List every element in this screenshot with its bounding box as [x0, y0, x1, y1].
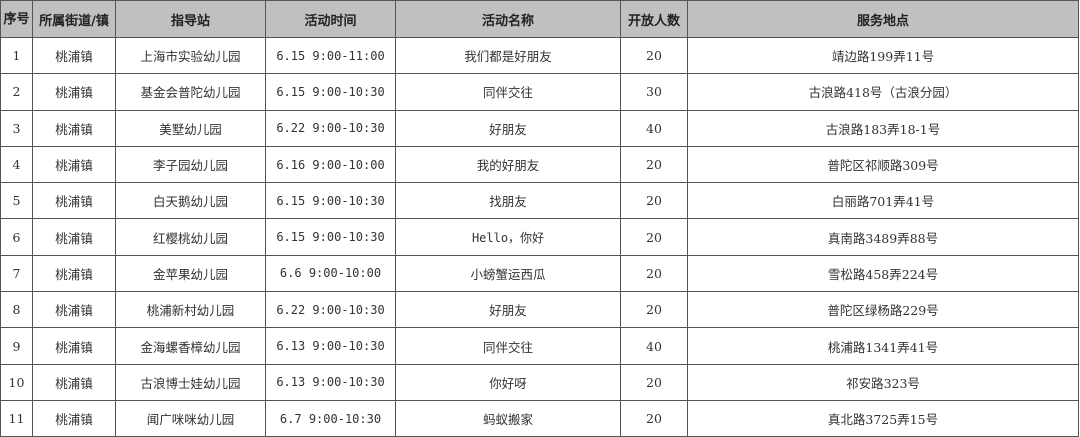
cell-street: 桃浦镇: [32, 145, 116, 184]
cell-time: 6.6 9:00-10:00: [265, 254, 396, 293]
header-location: 服务地点: [687, 0, 1079, 38]
cell-activity: 蚂蚁搬家: [395, 399, 621, 437]
cell-location: 雪松路458弄224号: [687, 254, 1079, 293]
cell-location: 白丽路701弄41号: [687, 182, 1079, 220]
cell-station: 李子园幼儿园: [115, 145, 266, 184]
header-street: 所属街道/镇: [32, 0, 116, 38]
cell-activity: 我们都是好朋友: [395, 36, 621, 75]
cell-street: 桃浦镇: [32, 291, 116, 329]
table-row: 9 桃浦镇 金海螺香樟幼儿园 6.13 9:00-10:30 同伴交往 40 桃浦路1341…: [0, 327, 1079, 365]
table-row: 7 桃浦镇 金苹果幼儿园 6.6 9:00-10:00 小螃蟹运西瓜 20 雪松路458弄2…: [0, 254, 1079, 293]
table-row: 8 桃浦镇 桃浦新村幼儿园 6.22 9:00-10:30 好朋友 20 普陀区绿杨路229…: [0, 291, 1079, 329]
table-row: 6 桃浦镇 红樱桃幼儿园 6.15 9:00-10:30 Hello，你好 20 真南路34…: [0, 218, 1079, 256]
header-station: 指导站: [115, 0, 266, 38]
cell-activity: 小螃蟹运西瓜: [395, 254, 621, 293]
cell-seq: 9: [0, 327, 33, 365]
cell-station: 红樱桃幼儿园: [115, 218, 266, 256]
table-row: 1 桃浦镇 上海市实验幼儿园 6.15 9:00-11:00 我们都是好朋友 20 靖边路1…: [0, 36, 1079, 75]
table-row: 4 桃浦镇 李子园幼儿园 6.16 9:00-10:00 我的好朋友 20 普陀区祁顺路30…: [0, 145, 1079, 184]
cell-time: 6.22 9:00-10:30: [265, 291, 396, 329]
cell-capacity: 30: [620, 73, 688, 111]
cell-activity: 找朋友: [395, 182, 621, 220]
cell-station: 金海螺香樟幼儿园: [115, 327, 266, 365]
cell-seq: 11: [0, 399, 33, 437]
cell-time: 6.13 9:00-10:30: [265, 327, 396, 365]
cell-time: 6.15 9:00-10:30: [265, 73, 396, 111]
cell-activity: 我的好朋友: [395, 145, 621, 184]
cell-time: 6.22 9:00-10:30: [265, 109, 396, 147]
cell-capacity: 20: [620, 291, 688, 329]
table-row: 5 桃浦镇 白天鹅幼儿园 6.15 9:00-10:30 找朋友 20 白丽路701弄41号: [0, 182, 1079, 220]
cell-activity: Hello，你好: [395, 218, 621, 256]
cell-street: 桃浦镇: [32, 327, 116, 365]
cell-location: 普陀区绿杨路229号: [687, 291, 1079, 329]
cell-location: 真南路3489弄88号: [687, 218, 1079, 256]
header-row: 序号 所属街道/镇 指导站 活动时间 活动名称 开放人数 服务地点: [0, 0, 1079, 38]
cell-location: 普陀区祁顺路309号: [687, 145, 1079, 184]
cell-location: 古浪路418号（古浪分园）: [687, 73, 1079, 111]
cell-capacity: 20: [620, 399, 688, 437]
cell-capacity: 20: [620, 145, 688, 184]
cell-seq: 1: [0, 36, 33, 75]
header-time: 活动时间: [265, 0, 396, 38]
cell-seq: 3: [0, 109, 33, 147]
table-row: 2 桃浦镇 基金会普陀幼儿园 6.15 9:00-10:30 同伴交往 30 古浪路418号…: [0, 73, 1079, 111]
table-row: 3 桃浦镇 美墅幼儿园 6.22 9:00-10:30 好朋友 40 古浪路183弄18-1…: [0, 109, 1079, 147]
cell-activity: 好朋友: [395, 291, 621, 329]
cell-street: 桃浦镇: [32, 399, 116, 437]
cell-location: 古浪路183弄18-1号: [687, 109, 1079, 147]
cell-seq: 5: [0, 182, 33, 220]
cell-station: 上海市实验幼儿园: [115, 36, 266, 75]
cell-capacity: 20: [620, 363, 688, 401]
cell-time: 6.16 9:00-10:00: [265, 145, 396, 184]
cell-activity: 好朋友: [395, 109, 621, 147]
cell-street: 桃浦镇: [32, 254, 116, 293]
cell-activity: 你好呀: [395, 363, 621, 401]
cell-seq: 4: [0, 145, 33, 184]
cell-time: 6.15 9:00-10:30: [265, 182, 396, 220]
table-row: 10 桃浦镇 古浪博士娃幼儿园 6.13 9:00-10:30 你好呀 20 祁安路323号: [0, 363, 1079, 401]
cell-capacity: 40: [620, 327, 688, 365]
cell-street: 桃浦镇: [32, 182, 116, 220]
cell-street: 桃浦镇: [32, 36, 116, 75]
cell-station: 白天鹅幼儿园: [115, 182, 266, 220]
cell-station: 基金会普陀幼儿园: [115, 73, 266, 111]
cell-street: 桃浦镇: [32, 218, 116, 256]
cell-location: 祁安路323号: [687, 363, 1079, 401]
cell-seq: 10: [0, 363, 33, 401]
cell-street: 桃浦镇: [32, 109, 116, 147]
table-row: 11 桃浦镇 闻广咪咪幼儿园 6.7 9:00-10:30 蚂蚁搬家 20 真北路3725弄…: [0, 399, 1079, 437]
header-activity: 活动名称: [395, 0, 621, 38]
cell-location: 靖边路199弄11号: [687, 36, 1079, 75]
cell-capacity: 20: [620, 254, 688, 293]
cell-seq: 6: [0, 218, 33, 256]
cell-seq: 7: [0, 254, 33, 293]
cell-time: 6.13 9:00-10:30: [265, 363, 396, 401]
cell-street: 桃浦镇: [32, 363, 116, 401]
cell-time: 6.15 9:00-11:00: [265, 36, 396, 75]
cell-seq: 8: [0, 291, 33, 329]
cell-seq: 2: [0, 73, 33, 111]
cell-time: 6.15 9:00-10:30: [265, 218, 396, 256]
header-seq: 序号: [0, 0, 33, 38]
cell-activity: 同伴交往: [395, 73, 621, 111]
cell-street: 桃浦镇: [32, 73, 116, 111]
cell-location: 真北路3725弄15号: [687, 399, 1079, 437]
cell-activity: 同伴交往: [395, 327, 621, 365]
cell-capacity: 40: [620, 109, 688, 147]
cell-station: 金苹果幼儿园: [115, 254, 266, 293]
cell-capacity: 20: [620, 36, 688, 75]
cell-time: 6.7 9:00-10:30: [265, 399, 396, 437]
cell-station: 桃浦新村幼儿园: [115, 291, 266, 329]
cell-station: 闻广咪咪幼儿园: [115, 399, 266, 437]
cell-capacity: 20: [620, 218, 688, 256]
cell-capacity: 20: [620, 182, 688, 220]
cell-location: 桃浦路1341弄41号: [687, 327, 1079, 365]
cell-station: 美墅幼儿园: [115, 109, 266, 147]
cell-station: 古浪博士娃幼儿园: [115, 363, 266, 401]
header-capacity: 开放人数: [620, 0, 688, 38]
